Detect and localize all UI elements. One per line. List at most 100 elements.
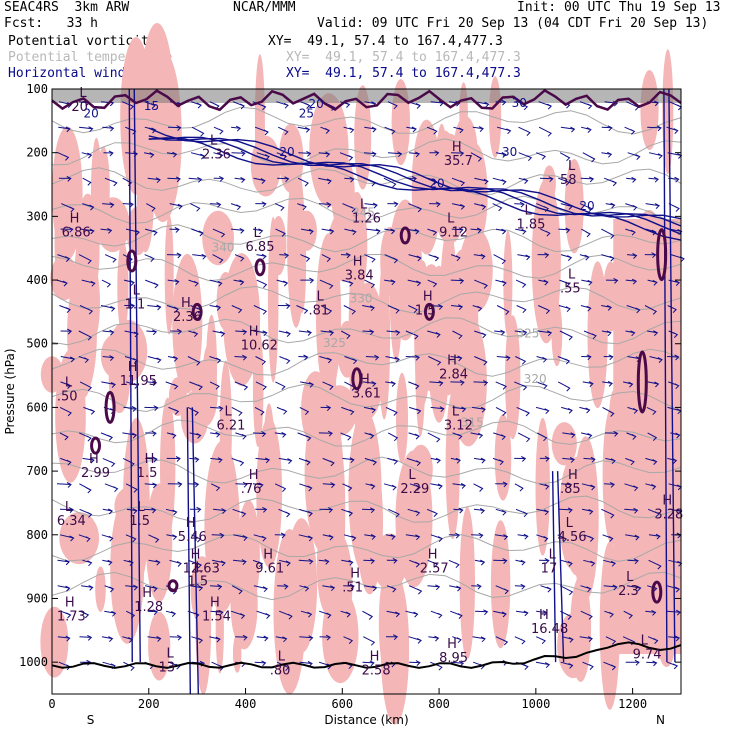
wind-arrow	[274, 431, 287, 438]
wind-arrow	[645, 457, 658, 465]
extremum-marker: H	[447, 637, 457, 652]
wind-arrow	[558, 177, 570, 186]
wind-arrow	[558, 305, 571, 313]
wind-arrow	[582, 661, 594, 670]
wind-arrow	[514, 583, 526, 590]
extremum-value: 6.21	[217, 418, 246, 433]
wind-arrow	[472, 636, 486, 643]
y-tick-label: 1000	[19, 655, 48, 669]
wind-arrow	[474, 279, 488, 289]
wind-arrow	[210, 405, 224, 412]
wind-arrow	[427, 432, 441, 443]
wind-arrow	[167, 125, 182, 131]
wind-arrow	[449, 585, 462, 592]
wind-arrow	[561, 406, 573, 414]
extremum-marker: H	[145, 452, 155, 467]
wind-arrow	[517, 432, 531, 443]
wind-arrow	[557, 534, 568, 543]
wind-arrow	[104, 254, 117, 263]
wind-arrow	[80, 228, 95, 235]
wind-arrow	[256, 152, 270, 160]
wind-arrow	[191, 101, 202, 109]
extremum-value: 2.29	[400, 482, 429, 497]
wind-arrow	[123, 279, 135, 286]
wind-arrow	[451, 177, 466, 187]
wind-arrow	[451, 227, 464, 234]
wind-arrow	[648, 152, 663, 160]
wind-arrow	[470, 152, 483, 162]
wind-arrow	[274, 483, 287, 493]
wind-arrow	[605, 457, 616, 465]
extremum-value: 5.46	[178, 530, 207, 545]
y-tick-label: 800	[26, 528, 48, 542]
wind-arrow	[406, 126, 417, 133]
wind-arrow	[624, 126, 636, 135]
wind-arrow	[363, 636, 376, 646]
wind-arrow	[647, 330, 659, 337]
extremum-marker: L	[65, 500, 73, 515]
extremum-marker: H	[210, 595, 220, 610]
wind-arrow	[387, 305, 400, 314]
wind-arrow	[235, 329, 248, 336]
wind-arrow	[430, 610, 443, 619]
wind-arrow	[256, 253, 267, 260]
wind-arrow	[189, 506, 202, 513]
wind-arrow	[603, 354, 614, 361]
wind-arrow	[59, 305, 71, 313]
wind-arrow	[601, 151, 613, 158]
extremum-marker: H	[142, 586, 152, 601]
extremum-value: 3.84	[345, 269, 374, 284]
wind-speed-label: 20	[429, 177, 444, 191]
wind-arrow	[101, 279, 112, 288]
wind-arrow	[363, 406, 377, 414]
wind-arrow	[170, 328, 183, 335]
wind-arrow	[122, 201, 134, 208]
wind-arrow	[539, 455, 550, 462]
wind-arrow	[580, 610, 593, 620]
wind-arrow	[102, 329, 115, 336]
wind-speed-label: 30	[512, 96, 527, 110]
wind-arrow	[82, 559, 93, 567]
wind-arrow	[495, 381, 507, 390]
pv-shade	[378, 580, 390, 666]
extremum-value: 6.86	[62, 225, 91, 240]
wind-arrow	[475, 609, 489, 616]
x-tick-label: 600	[331, 697, 353, 711]
extremum-marker: H	[128, 360, 138, 375]
wind-arrow	[366, 228, 381, 235]
pv-shade	[433, 300, 468, 350]
wind-arrow	[340, 330, 351, 340]
wind-arrow	[275, 636, 288, 643]
pv-shade	[195, 557, 212, 695]
wind-arrow	[452, 330, 463, 340]
pv-shade	[337, 320, 358, 378]
wind-arrow	[341, 406, 355, 416]
wind-arrow	[234, 254, 245, 262]
wind-arrow	[321, 254, 331, 263]
wind-arrow	[147, 177, 161, 184]
wind-arrow	[387, 101, 398, 110]
wind-arrow	[100, 432, 114, 441]
pv-shade	[137, 148, 154, 253]
wind-arrow	[102, 355, 115, 361]
wind-arrow	[601, 508, 615, 519]
wind-arrow	[125, 126, 137, 135]
wind-arrow	[81, 584, 94, 591]
extremum-value: .81	[308, 304, 329, 319]
wind-arrow	[429, 201, 441, 208]
wind-arrow	[604, 177, 618, 187]
wind-arrow	[362, 660, 375, 667]
wind-arrow	[252, 101, 267, 111]
extremum-marker: L	[316, 290, 324, 305]
wind-arrow	[473, 253, 486, 260]
wind-column	[663, 88, 668, 663]
wind-arrow	[474, 457, 486, 464]
wind-arrow	[231, 125, 242, 132]
wind-arrow	[450, 254, 461, 262]
wind-arrow	[495, 508, 507, 516]
wind-arrow	[83, 406, 96, 415]
wind-arrow	[57, 635, 71, 642]
wind-arrow	[605, 202, 616, 209]
extremum-value: 1.54	[202, 609, 231, 624]
